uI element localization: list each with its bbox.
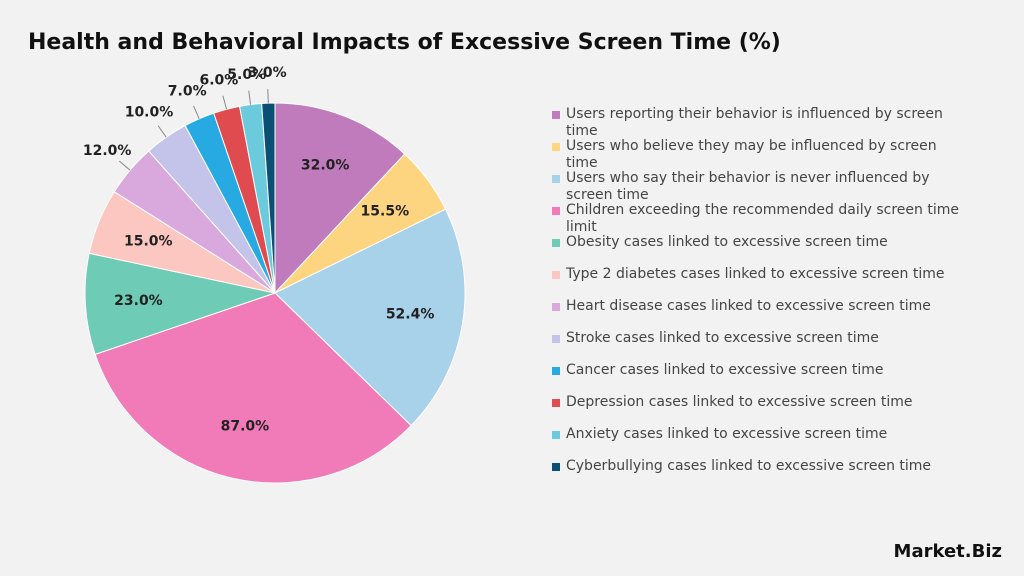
brand-logo: Market.Biz <box>893 541 1002 562</box>
legend-swatch <box>552 143 560 151</box>
legend-swatch <box>552 463 560 471</box>
legend-label: Users reporting their behavior is influe… <box>566 106 943 139</box>
pie-slice <box>94 292 412 484</box>
data-label: 32.0% <box>301 158 350 174</box>
legend-swatch <box>552 431 560 439</box>
legend-swatch <box>552 271 560 279</box>
leader-line <box>222 95 228 110</box>
legend-item: Users who believe they may be influenced… <box>552 138 972 171</box>
data-label: 52.4% <box>386 306 435 322</box>
data-label: 12.0% <box>83 143 132 159</box>
legend-swatch <box>552 207 560 215</box>
data-label: 23.0% <box>114 293 163 309</box>
leader-line <box>119 160 131 171</box>
legend-label: Heart disease cases linked to excessive … <box>566 298 931 314</box>
legend-item: Children exceeding the recommended daily… <box>552 202 972 235</box>
legend: Users reporting their behavior is influe… <box>552 106 972 490</box>
legend-label: Users who say their behavior is never in… <box>566 170 930 203</box>
data-label: 87.0% <box>221 418 270 434</box>
legend-item: Stroke cases linked to excessive screen … <box>552 330 972 362</box>
data-label: 7.0% <box>168 83 207 99</box>
legend-swatch <box>552 175 560 183</box>
legend-swatch <box>552 335 560 343</box>
legend-item: Users who say their behavior is never in… <box>552 170 972 203</box>
legend-label: Cancer cases linked to excessive screen … <box>566 362 884 378</box>
data-label: 10.0% <box>125 105 174 121</box>
legend-label: Stroke cases linked to excessive screen … <box>566 330 879 346</box>
legend-swatch <box>552 367 560 375</box>
legend-item: Type 2 diabetes cases linked to excessiv… <box>552 266 972 298</box>
legend-item: Cyberbullying cases linked to excessive … <box>552 458 972 490</box>
legend-label: Children exceeding the recommended daily… <box>566 202 959 235</box>
data-label: 6.0% <box>199 72 238 88</box>
data-label: 3.0% <box>248 65 287 81</box>
legend-item: Users reporting their behavior is influe… <box>552 106 972 139</box>
legend-item: Obesity cases linked to excessive screen… <box>552 234 972 266</box>
legend-swatch <box>552 303 560 311</box>
legend-item: Depression cases linked to excessive scr… <box>552 394 972 426</box>
legend-label: Type 2 diabetes cases linked to excessiv… <box>566 266 945 282</box>
pie-slice <box>274 102 406 295</box>
pie-slice <box>274 208 466 427</box>
legend-label: Users who believe they may be influenced… <box>566 138 937 171</box>
pie-slice <box>84 252 277 356</box>
legend-item: Heart disease cases linked to excessive … <box>552 298 972 330</box>
legend-swatch <box>552 111 560 119</box>
data-label: 15.0% <box>124 233 173 249</box>
legend-label: Anxiety cases linked to excessive screen… <box>566 426 888 442</box>
legend-label: Obesity cases linked to excessive screen… <box>566 234 888 250</box>
legend-label: Depression cases linked to excessive scr… <box>566 394 913 410</box>
leader-line <box>248 90 252 105</box>
legend-swatch <box>552 239 560 247</box>
data-label: 5.0% <box>227 67 266 83</box>
legend-item: Cancer cases linked to excessive screen … <box>552 362 972 394</box>
leader-line <box>193 105 200 119</box>
leader-line <box>157 125 167 138</box>
legend-swatch <box>552 399 560 407</box>
chart-title: Health and Behavioral Impacts of Excessi… <box>28 30 781 55</box>
legend-label: Cyberbullying cases linked to excessive … <box>566 458 932 474</box>
legend-item: Anxiety cases linked to excessive screen… <box>552 426 972 458</box>
data-label: 15.5% <box>361 203 410 219</box>
